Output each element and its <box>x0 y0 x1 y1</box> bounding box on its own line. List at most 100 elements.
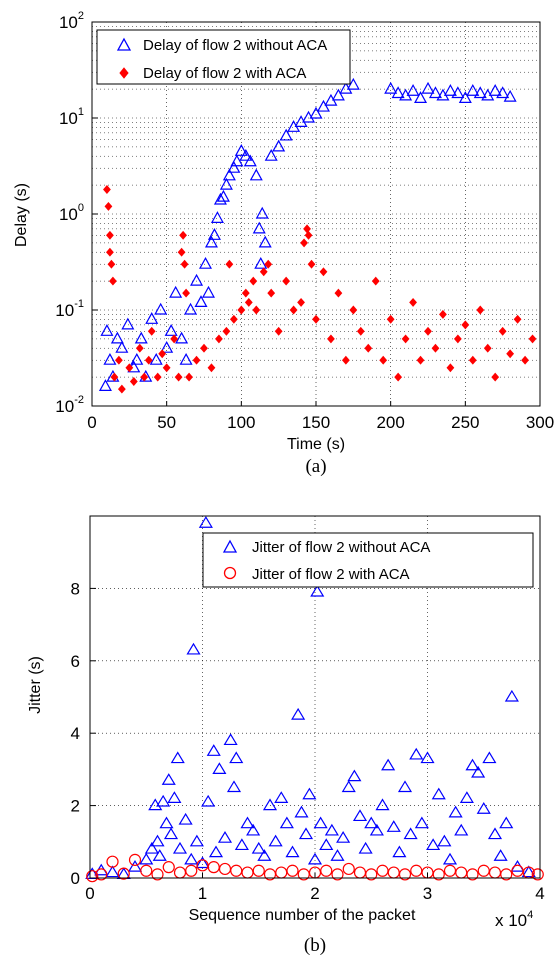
chart-b-point-with-aca <box>151 868 164 881</box>
chart-a-legend-triangle-icon <box>116 37 132 51</box>
chart-b-point-with-aca <box>320 864 333 877</box>
chart-a-point-with-aca <box>180 259 189 269</box>
chart-b-point-with-aca <box>162 861 175 874</box>
chart-b-ytick-label: 8 <box>71 579 80 598</box>
chart-a-ytick-base: 10 <box>59 205 78 224</box>
chart-b-point-without-aca <box>291 707 306 720</box>
chart-a-point-with-aca <box>125 363 134 373</box>
chart-a-point-with-aca <box>476 305 485 315</box>
chart-b-point-without-aca <box>431 787 446 800</box>
chart-b-point-with-aca <box>331 868 344 881</box>
chart-a-point-with-aca <box>491 372 500 382</box>
chart-a-point-with-aca <box>498 326 507 336</box>
chart-b-x-multiplier-exp: 4 <box>527 909 533 921</box>
chart-a-point-without-aca <box>384 81 398 94</box>
chart-b-point-without-aca <box>448 805 463 818</box>
chart-b-xtick-label: 2 <box>310 884 319 903</box>
chart-a-point-without-aca <box>406 83 420 96</box>
chart-b-point-without-aca <box>454 823 469 836</box>
chart-b-point-without-aca <box>493 849 508 861</box>
chart-a-ytick-label: 100 <box>59 202 84 224</box>
chart-a-point-with-aca <box>177 247 186 257</box>
chart-a-point-with-aca <box>356 326 365 336</box>
chart-a-point-with-aca <box>200 343 208 353</box>
chart-a-ytick-base: 10 <box>55 301 74 320</box>
chart-b-point-without-aca <box>324 823 339 836</box>
chart-b-point-without-aca <box>223 733 238 746</box>
chart-b-point-without-aca <box>499 816 514 829</box>
chart-b-point-without-aca <box>217 831 233 843</box>
chart-b-point-without-aca <box>465 758 480 771</box>
chart-b-point-without-aca <box>170 751 185 764</box>
chart-a-point-without-aca <box>234 144 248 156</box>
chart-a-point-with-aca <box>307 259 316 269</box>
chart-b-point-without-aca <box>352 809 368 822</box>
chart-b-ytick-label: 4 <box>71 724 80 743</box>
chart-b-point-without-aca <box>229 751 244 764</box>
chart-b-xtick-label: 0 <box>85 884 94 903</box>
chart-b-point-without-aca <box>504 689 519 702</box>
chart-a-caption: (a) <box>305 456 326 477</box>
chart-a-ytick-exp: 2 <box>78 10 84 22</box>
chart-a-point-with-aca <box>446 363 455 373</box>
chart-a-xtick-label: 0 <box>87 413 96 432</box>
chart-a-point-with-aca <box>300 238 308 248</box>
chart-b-point-without-aca <box>167 791 182 803</box>
chart-b-point-with-aca <box>86 870 99 883</box>
chart-a-point-without-aca <box>254 256 268 269</box>
chart-a-point-without-aca <box>243 154 257 167</box>
chart-a-ylabel: Delay (s) <box>13 183 30 247</box>
chart-b-point-without-aca <box>487 827 503 840</box>
chart-a-point-with-aca <box>312 314 320 324</box>
chart-a-point-with-aca <box>304 230 313 240</box>
chart-a-point-with-aca <box>439 309 447 319</box>
chart-b-point-with-aca <box>365 868 378 881</box>
chart-b-point-without-aca <box>246 823 261 836</box>
chart-b-legend-box <box>202 532 534 588</box>
chart-a-point-with-aca <box>107 259 116 269</box>
chart-a-point-with-aca <box>289 305 298 315</box>
chart-b-point-without-aca <box>369 823 384 836</box>
chart-b-legend: Jitter of flow 2 without ACA Jitter of f… <box>202 532 534 588</box>
chart-b-point-without-aca <box>319 838 334 851</box>
chart-a-point-with-aca <box>110 372 119 382</box>
chart-b-point-without-aca <box>459 791 474 803</box>
chart-a-point-with-aca <box>431 343 440 353</box>
chart-b-point-without-aca <box>198 516 213 528</box>
chart-a-point-with-aca <box>237 305 246 315</box>
chart-a-point-without-aca <box>210 211 224 223</box>
chart-a-point-without-aca <box>179 352 193 365</box>
chart-a-point-with-aca <box>215 334 223 344</box>
chart-b-point-with-aca <box>398 868 412 881</box>
chart-a-legend: Delay of flow 2 without ACA Delay of flo… <box>96 29 351 85</box>
chart-b-point-without-aca <box>364 816 379 829</box>
chart-b-caption: (b) <box>304 935 326 956</box>
chart-a-point-without-aca <box>115 340 129 353</box>
chart-a-point-without-aca <box>252 221 266 234</box>
chart-b-point-with-aca <box>185 864 198 877</box>
chart-b-point-without-aca <box>161 773 176 785</box>
chart-b-point-without-aca <box>189 834 204 847</box>
chart-b-point-without-aca <box>195 856 210 869</box>
chart-a-point-without-aca <box>258 235 272 248</box>
chart-b-point-without-aca <box>414 816 429 829</box>
chart-b-point-without-aca <box>208 845 224 858</box>
chart-a-frame <box>91 21 541 407</box>
chart-a-point-with-aca <box>521 355 529 365</box>
chart-a-point-without-aca <box>169 285 183 298</box>
chart-a-point-without-aca <box>130 352 144 365</box>
chart-a-point-without-aca <box>198 256 213 269</box>
chart-a-point-without-aca <box>160 340 174 353</box>
chart-b-ylabel: Jitter (s) <box>27 656 44 714</box>
chart-a-ytick-label: 101 <box>59 106 84 128</box>
chart-a-point-with-aca <box>144 355 153 365</box>
chart-a-legend-label-2: Delay of flow 2 with ACA <box>143 65 306 82</box>
chart-b-point-without-aca <box>172 841 188 854</box>
chart-b-point-without-aca <box>268 834 283 847</box>
chart-a-point-without-aca <box>110 331 124 344</box>
chart-a-point-with-aca <box>129 377 138 386</box>
chart-a-point-without-aca <box>503 89 517 102</box>
chart-b-point-without-aca <box>251 841 266 854</box>
